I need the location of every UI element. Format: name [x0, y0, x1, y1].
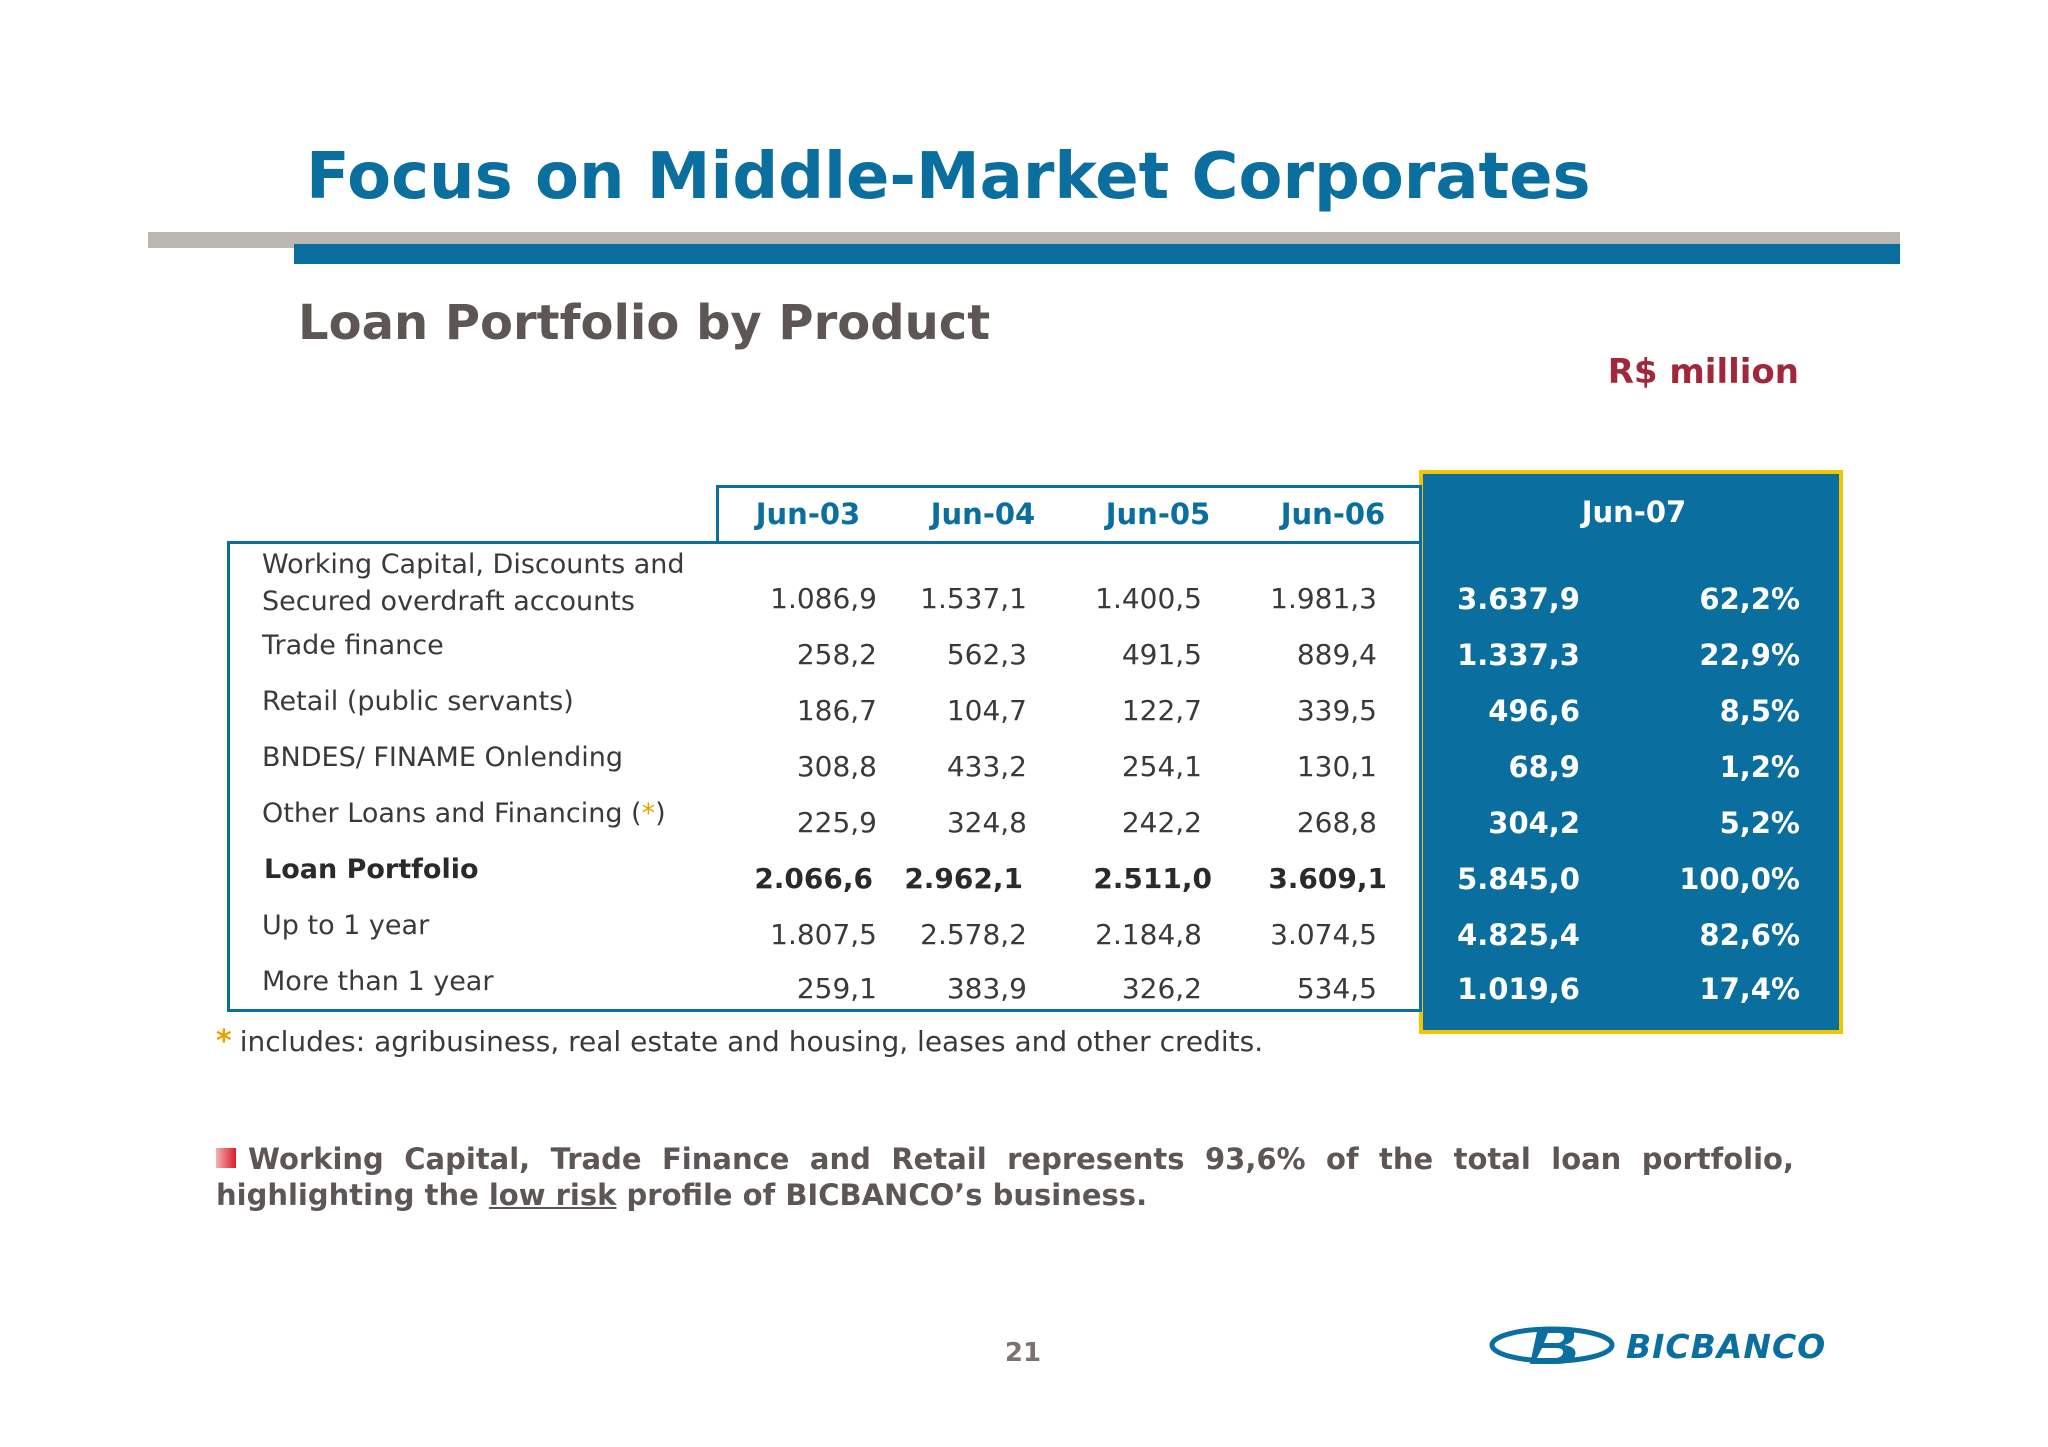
- table-cell-percent: 1,2%: [1719, 750, 1800, 784]
- table-cell-jun07: 3.637,9: [1457, 582, 1580, 616]
- table-cell-total: 3.609,1: [1268, 862, 1387, 895]
- title-underline-blue: [294, 244, 1900, 264]
- table-cell: 1.807,5: [770, 918, 877, 951]
- table-cell-percent: 100,0%: [1679, 862, 1800, 896]
- table-cell-percent: 82,6%: [1699, 918, 1800, 952]
- table-cell: 186,7: [796, 694, 877, 727]
- logo-wordmark: BICBANCO: [1626, 1327, 1827, 1366]
- table-cell-jun07: 1.337,3: [1457, 638, 1580, 672]
- table-cell: 3.074,5: [1270, 918, 1377, 951]
- table-cell: 534,5: [1296, 972, 1377, 1005]
- table-cell: 2.184,8: [1095, 918, 1202, 951]
- table-cell-jun07: 304,2: [1488, 806, 1580, 840]
- table-cell-total: 2.962,1: [904, 862, 1023, 895]
- row-label-text: Other Loans and Financing (: [262, 798, 642, 829]
- table-cell: 122,7: [1121, 694, 1202, 727]
- table-cell: 2.578,2: [920, 918, 1027, 951]
- table-cell: 491,5: [1121, 638, 1202, 671]
- bullet-text: Working Capital, Trade Finance and Retai…: [216, 1142, 1794, 1212]
- row-label-up-to-1-year: Up to 1 year: [262, 910, 430, 941]
- bullet-text: profile of BICBANCO’s business.: [616, 1178, 1148, 1212]
- table-cell: 326,2: [1121, 972, 1202, 1005]
- bicbanco-logo: BICBANCO: [1488, 1321, 1868, 1369]
- table-header-frame: [716, 485, 1422, 542]
- table-cell-jun07: 68,9: [1508, 750, 1580, 784]
- column-header-jun-05: Jun-05: [1105, 497, 1211, 531]
- highlight-bullet: Working Capital, Trade Finance and Retai…: [216, 1141, 1794, 1213]
- asterisk-marker: *: [216, 1024, 232, 1059]
- table-cell: 258,2: [796, 638, 877, 671]
- table-cell-jun07: 1.019,6: [1457, 972, 1580, 1006]
- table-cell: 433,2: [946, 750, 1027, 783]
- row-label-line: Working Capital, Discounts and: [262, 549, 685, 580]
- footnote-text: includes: agribusiness, real estate and …: [239, 1025, 1264, 1058]
- table-cell-jun07: 496,6: [1488, 694, 1580, 728]
- table-cell: 383,9: [946, 972, 1027, 1005]
- table-cell: 268,8: [1296, 806, 1377, 839]
- table-cell: 562,3: [946, 638, 1027, 671]
- jun07-highlight-box: [1419, 470, 1843, 1034]
- table-cell-percent: 62,2%: [1699, 582, 1800, 616]
- column-header-jun-04: Jun-04: [930, 497, 1036, 531]
- table-cell-percent: 22,9%: [1699, 638, 1800, 672]
- table-cell: 308,8: [796, 750, 877, 783]
- bullet-square-icon: [216, 1148, 236, 1168]
- table-cell: 1.086,9: [770, 582, 877, 615]
- table-cell: 254,1: [1121, 750, 1202, 783]
- unit-label: R$ million: [1607, 352, 1799, 392]
- table-cell: 339,5: [1296, 694, 1377, 727]
- asterisk-marker: *: [641, 798, 656, 829]
- column-header-jun-07: Jun-07: [1581, 495, 1687, 529]
- table-cell: 1.400,5: [1095, 582, 1202, 615]
- table-cell: 130,1: [1296, 750, 1377, 783]
- table-cell: 1.981,3: [1270, 582, 1377, 615]
- table-cell: 324,8: [946, 806, 1027, 839]
- table-cell: 104,7: [946, 694, 1027, 727]
- row-label-retail: Retail (public servants): [262, 686, 574, 717]
- table-cell-percent: 5,2%: [1719, 806, 1800, 840]
- page-number: 21: [1004, 1338, 1042, 1368]
- section-subtitle: Loan Portfolio by Product: [298, 295, 991, 351]
- row-label-more-than-1-year: More than 1 year: [262, 966, 494, 997]
- row-label-other-loans: Other Loans and Financing (*): [262, 795, 666, 832]
- table-cell: 225,9: [796, 806, 877, 839]
- row-label-text: ): [655, 798, 666, 829]
- row-label-trade-finance: Trade finance: [262, 630, 444, 661]
- column-header-jun-03: Jun-03: [755, 497, 861, 531]
- footnote: * includes: agribusiness, real estate and…: [216, 1024, 1263, 1059]
- table-cell: 1.537,1: [920, 582, 1027, 615]
- table-cell: 889,4: [1296, 638, 1377, 671]
- row-label-bndes: BNDES/ FINAME Onlending: [262, 742, 623, 773]
- table-cell-jun07: 5.845,0: [1457, 862, 1580, 896]
- row-label-working-capital: Working Capital, Discounts and Secured o…: [262, 546, 685, 620]
- table-cell-jun07: 4.825,4: [1457, 918, 1580, 952]
- table-cell: 242,2: [1121, 806, 1202, 839]
- table-cell-percent: 17,4%: [1699, 972, 1800, 1006]
- table-cell-total: 2.511,0: [1093, 862, 1212, 895]
- row-label-loan-portfolio: Loan Portfolio: [264, 854, 479, 885]
- table-body-frame: [227, 541, 1422, 1012]
- bicbanco-logo-icon: [1489, 1326, 1615, 1364]
- table-cell-total: 2.066,6: [754, 862, 873, 895]
- table-cell-percent: 8,5%: [1719, 694, 1800, 728]
- bullet-text-underlined: low risk: [488, 1178, 617, 1212]
- page-title: Focus on Middle-Market Corporates: [306, 140, 1591, 214]
- row-label-line: Secured overdraft accounts: [262, 586, 635, 617]
- table-cell: 259,1: [796, 972, 877, 1005]
- column-header-jun-06: Jun-06: [1280, 497, 1386, 531]
